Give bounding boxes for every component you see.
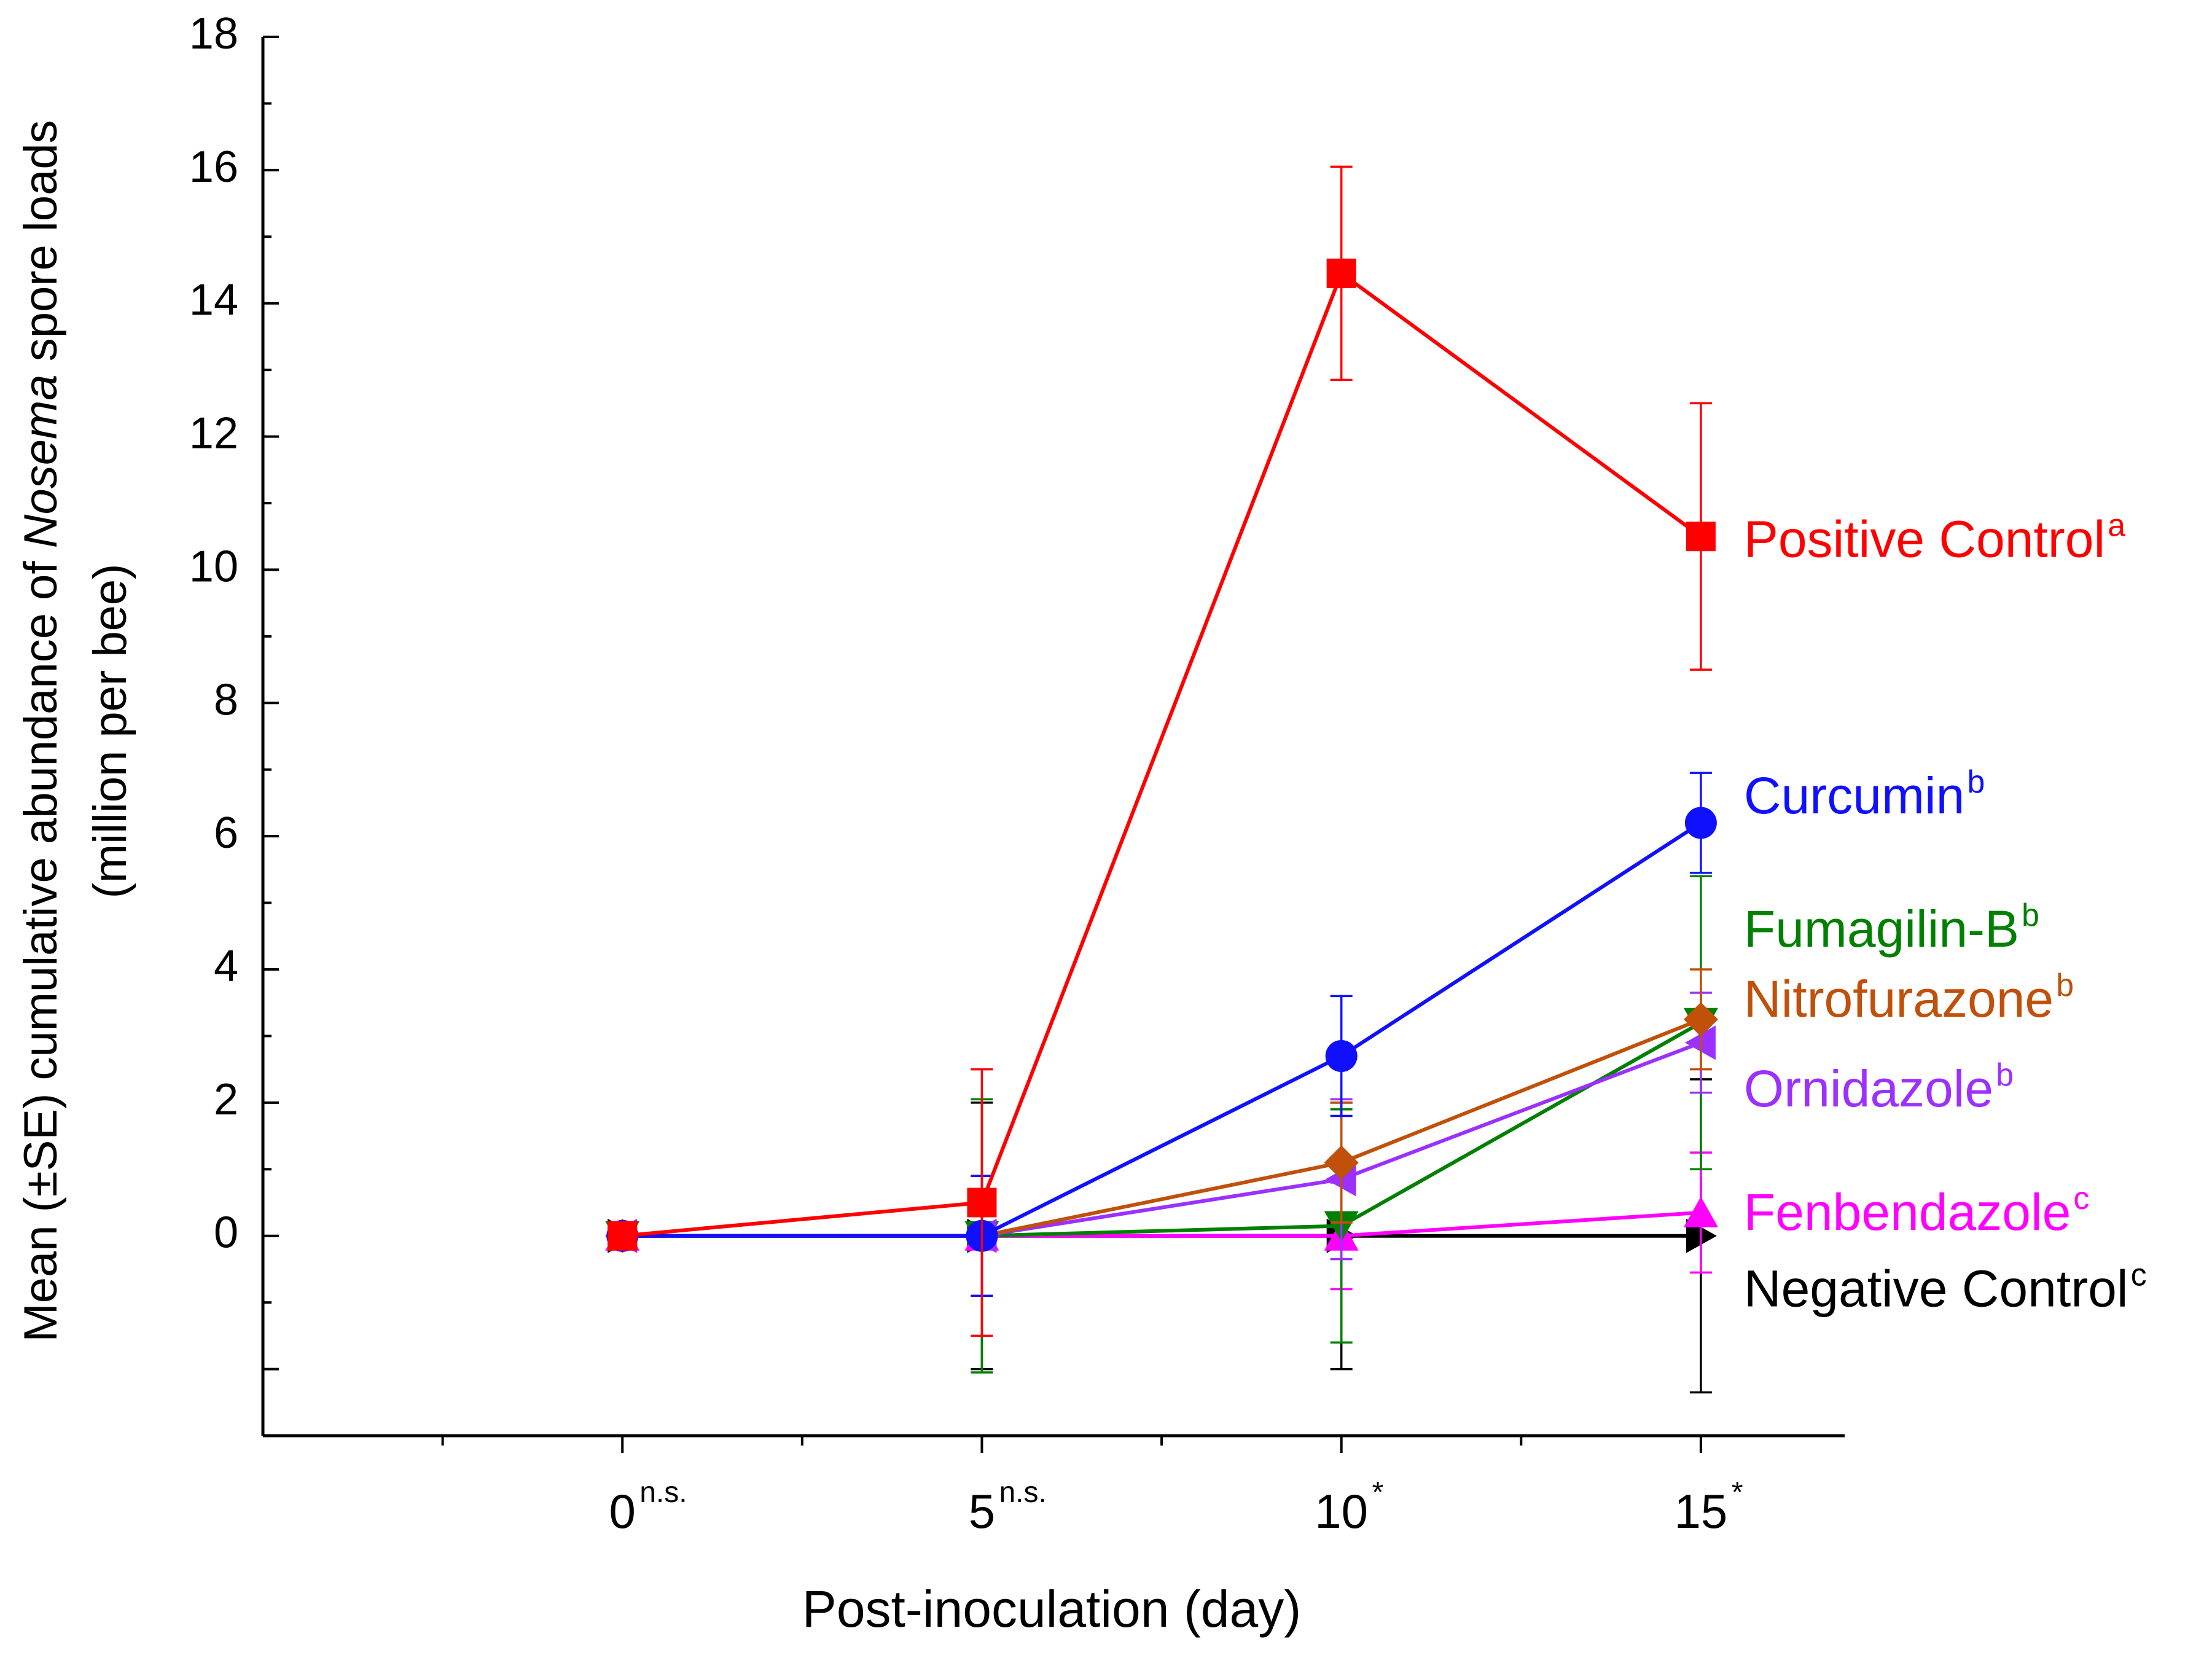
legend-label: Fenbendazole	[1744, 1183, 2071, 1241]
data-point	[1686, 522, 1716, 552]
series-curcumin	[606, 772, 1717, 1297]
legend-significance: b	[1996, 1057, 2014, 1093]
data-point	[967, 1188, 997, 1218]
legend-curcumin: Curcuminb	[1744, 764, 1985, 824]
series-line	[622, 271, 1702, 1238]
series-line	[622, 1021, 1702, 1238]
legend-layer: Negative ControlcFenbendazolecFumagilin-…	[1744, 508, 2147, 1318]
series-fumagilin-b	[605, 875, 1718, 1374]
legend-label: Fumagilin-B	[1744, 900, 2019, 958]
legend-significance: c	[2073, 1181, 2089, 1216]
x-tick-significance: *	[1732, 1476, 1743, 1509]
series-line	[622, 1041, 1702, 1238]
legend-label: Positive Control	[1744, 511, 2105, 568]
legend-positive-control: Positive Controla	[1744, 508, 2125, 568]
legend-label: Nitrofurazone	[1744, 970, 2054, 1028]
data-point	[1684, 807, 1717, 839]
x-tick-label: 15	[1675, 1484, 1728, 1538]
y-ticks: 0 2 4 6 8 10 12 14 16 18	[189, 9, 279, 1437]
legend-nitrofurazone: Nitrofurazoneb	[1744, 968, 2074, 1028]
y-tick-label: 14	[189, 276, 238, 325]
y-tick-label: 4	[214, 942, 238, 991]
x-tick-significance: n.s.	[639, 1476, 687, 1509]
legend-significance: a	[2108, 508, 2125, 544]
x-axis-title: Post-inoculation (day)	[802, 1580, 1301, 1638]
legend-label: Curcumin	[1744, 767, 1964, 824]
legend-significance: b	[2056, 968, 2074, 1003]
x-tick-label: 10	[1315, 1484, 1368, 1538]
y-tick-label: 6	[214, 808, 238, 858]
series-fenbendazole	[605, 1151, 1718, 1297]
y-tick-label: 18	[189, 9, 238, 58]
y-tick-label: 0	[214, 1208, 238, 1258]
series-line	[622, 821, 1702, 1238]
x-tick-significance: *	[1372, 1476, 1384, 1509]
data-point	[1325, 1039, 1358, 1072]
legend-label: Ornidazole	[1744, 1060, 1993, 1117]
data-point	[1326, 258, 1356, 288]
y-tick-label: 8	[214, 675, 238, 724]
y-axis-title: Mean (±SE) cumulative abundance of Nosem…	[15, 120, 67, 1342]
data-point	[1324, 1145, 1359, 1180]
legend-significance: b	[2022, 898, 2039, 933]
data-point	[608, 1221, 638, 1251]
series-positive-control	[608, 165, 1716, 1337]
y-tick-label: 12	[189, 409, 238, 458]
y-axis-subtitle: (million per bee)	[84, 564, 136, 899]
x-tick-significance: n.s.	[999, 1476, 1046, 1509]
x-tick-label: 5	[969, 1484, 995, 1538]
y-tick-label: 2	[214, 1075, 238, 1124]
legend-significance: c	[2131, 1257, 2147, 1293]
legend-label: Negative Control	[1744, 1259, 2128, 1317]
data-point	[1683, 1196, 1718, 1227]
series-line	[622, 1017, 1702, 1238]
legend-negative-control: Negative Controlc	[1744, 1257, 2147, 1317]
legend-significance: b	[1967, 764, 1985, 800]
legend-fenbendazole: Fenbendazolec	[1744, 1181, 2089, 1241]
x-ticks: 0 n.s. 5 n.s. 10 * 15 *	[441, 1436, 1743, 1538]
x-tick-label: 0	[609, 1484, 636, 1538]
y-tick-label: 16	[189, 143, 238, 192]
series-layer	[605, 165, 1718, 1394]
y-tick-label: 10	[189, 542, 238, 591]
series-nitrofurazone	[605, 968, 1718, 1297]
legend-fumagilin-b: Fumagilin-Bb	[1744, 898, 2039, 958]
legend-ornidazole: Ornidazoleb	[1744, 1057, 2014, 1117]
data-point	[1683, 1002, 1718, 1037]
